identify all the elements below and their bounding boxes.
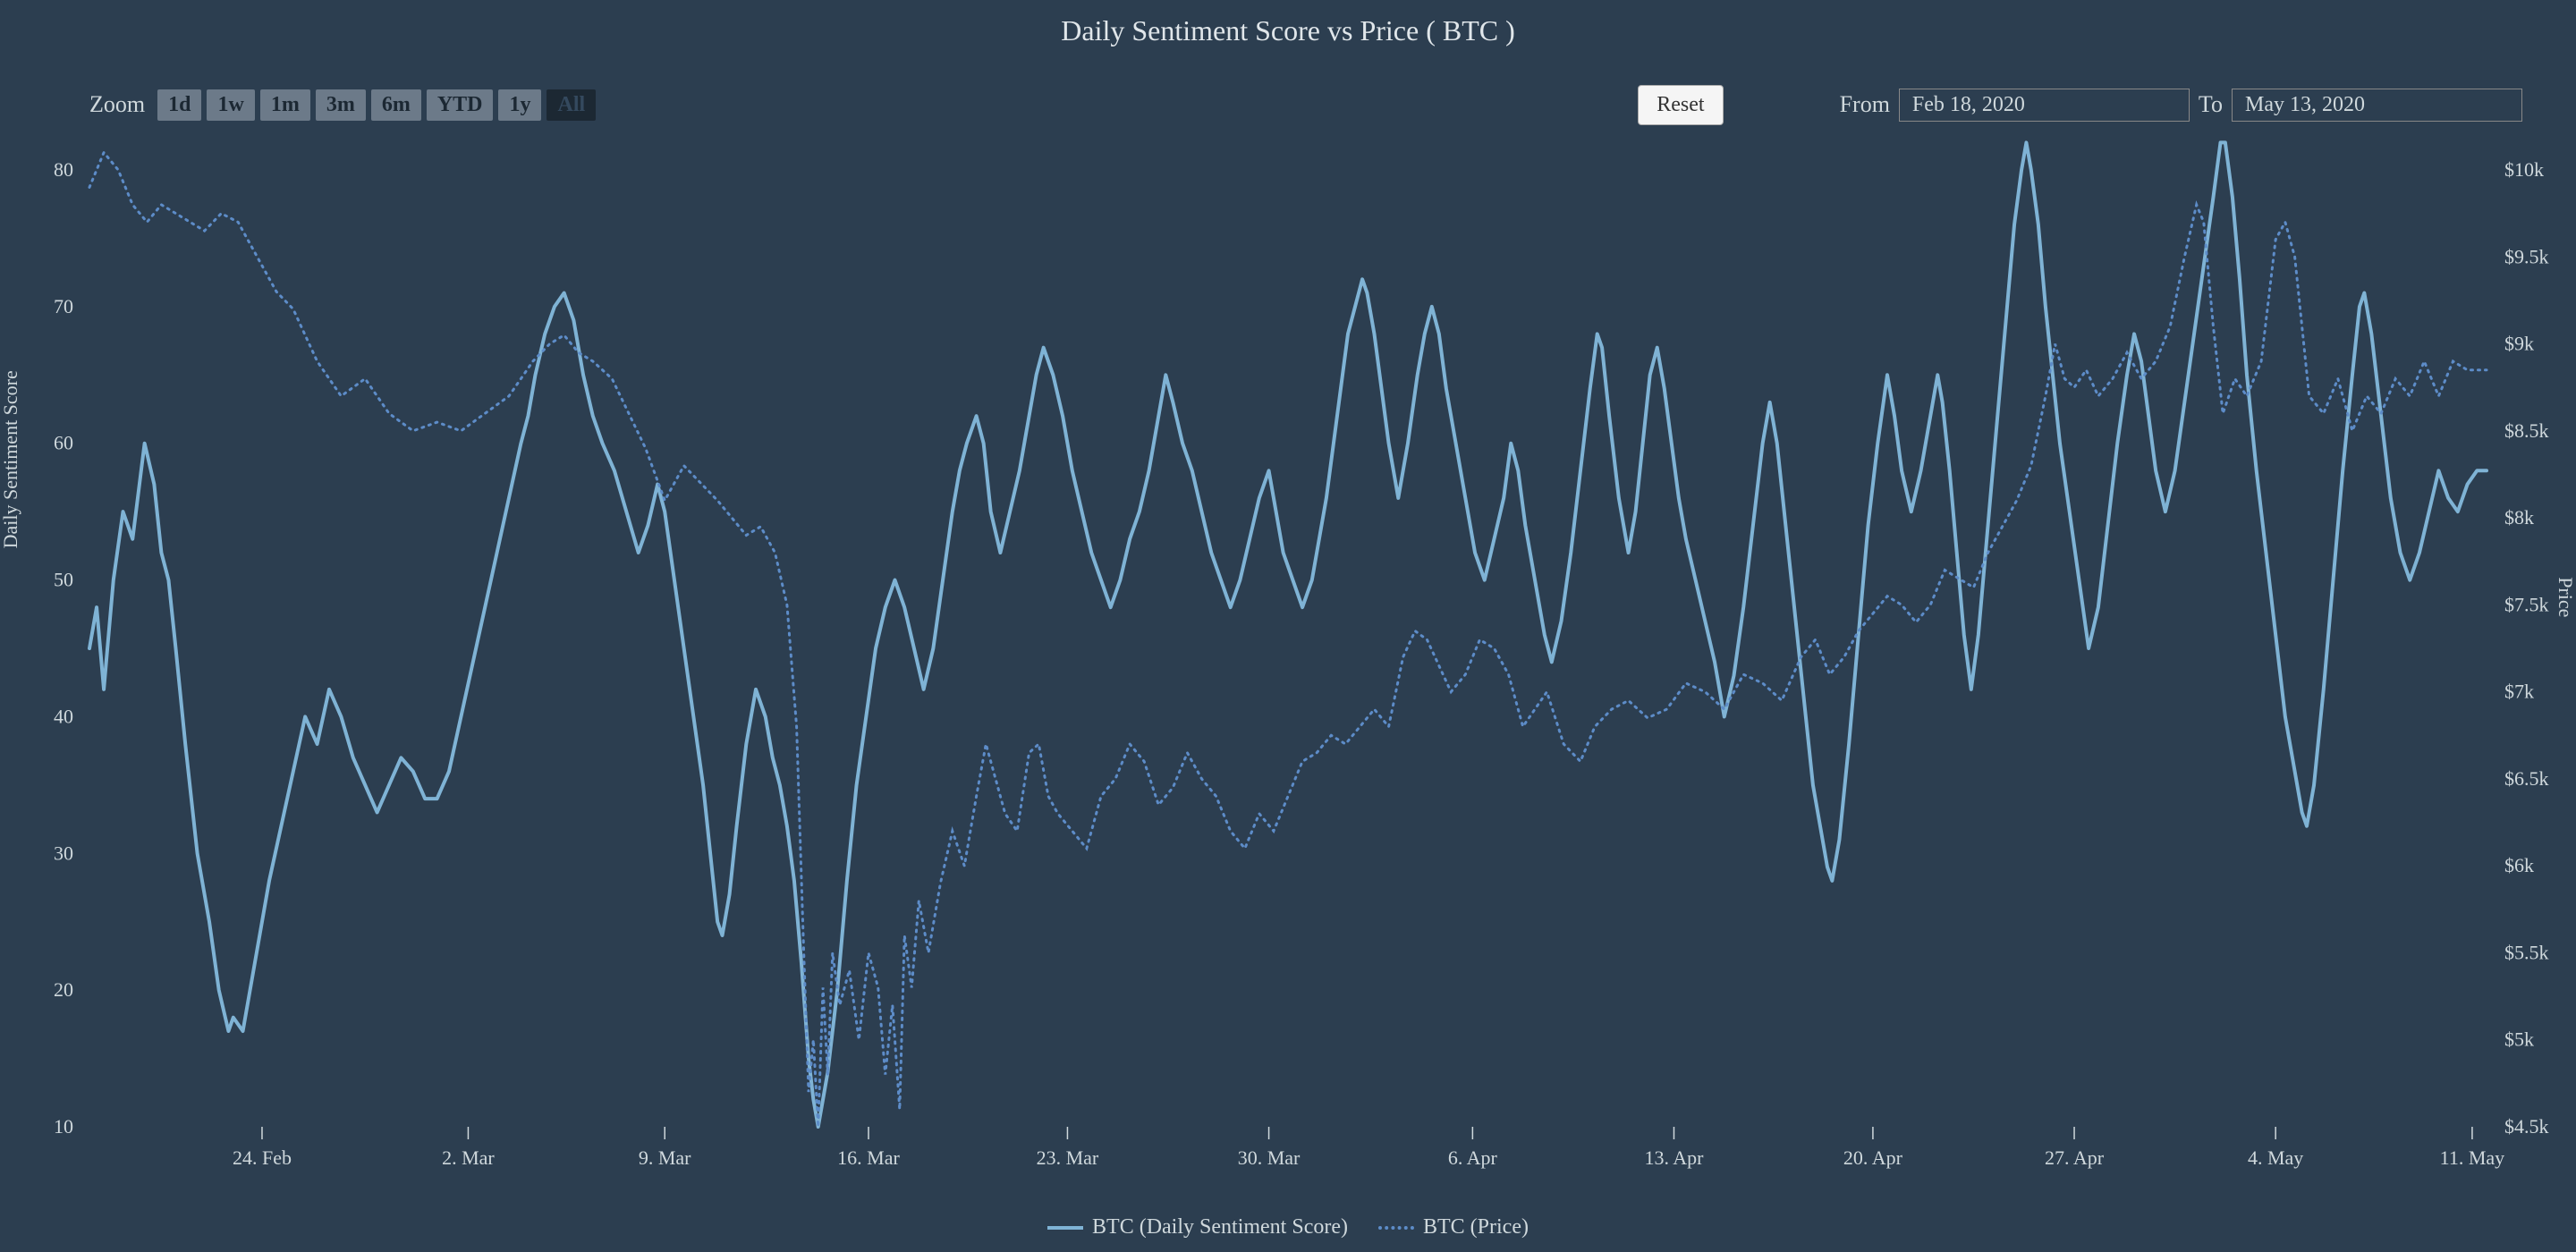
svg-text:$4.5k: $4.5k [2504, 1115, 2549, 1138]
svg-text:$7.5k: $7.5k [2504, 593, 2549, 615]
svg-text:20. Apr: 20. Apr [1843, 1146, 1903, 1169]
svg-text:13. Apr: 13. Apr [1644, 1146, 1704, 1169]
svg-text:$9k: $9k [2504, 333, 2534, 355]
zoom-label: Zoom [89, 91, 145, 118]
svg-text:23. Mar: 23. Mar [1037, 1146, 1099, 1169]
legend-line-icon [1047, 1226, 1083, 1230]
svg-text:$10k: $10k [2504, 158, 2544, 181]
legend-label-sentiment: BTC (Daily Sentiment Score) [1092, 1215, 1348, 1239]
svg-text:4. May: 4. May [2248, 1146, 2303, 1169]
chart-title: Daily Sentiment Score vs Price ( BTC ) [0, 0, 2576, 47]
zoom-button-1y[interactable]: 1y [498, 89, 541, 121]
svg-text:6. Apr: 6. Apr [1448, 1146, 1498, 1169]
legend-label-price: BTC (Price) [1423, 1215, 1529, 1239]
zoom-button-1w[interactable]: 1w [207, 89, 254, 121]
svg-text:$6.5k: $6.5k [2504, 767, 2549, 790]
svg-text:11. May: 11. May [2440, 1146, 2505, 1169]
date-range: From To [1831, 89, 2522, 122]
legend: BTC (Daily Sentiment Score) BTC (Price) [0, 1212, 2576, 1240]
svg-text:$9.5k: $9.5k [2504, 245, 2549, 267]
zoom-button-all[interactable]: All [547, 89, 596, 121]
svg-text:80: 80 [54, 158, 73, 181]
svg-text:50: 50 [54, 569, 73, 591]
svg-text:$8k: $8k [2504, 506, 2534, 529]
legend-item-price[interactable]: BTC (Price) [1378, 1215, 1529, 1239]
chart-svg[interactable]: 1020304050607080$4.5k$5k$5.5k$6k$6.5k$7k… [89, 152, 2487, 1180]
from-date-input[interactable] [1899, 89, 2190, 122]
controls-row: Zoom 1d1w1m3m6mYTD1yAll Reset From To [89, 82, 2522, 127]
to-label: To [2199, 91, 2223, 118]
svg-text:27. Apr: 27. Apr [2045, 1146, 2105, 1169]
reset-button[interactable]: Reset [1638, 85, 1723, 125]
svg-text:40: 40 [54, 705, 73, 727]
legend-line-icon [1378, 1226, 1414, 1230]
svg-text:24. Feb: 24. Feb [233, 1146, 292, 1169]
plot-area: 1020304050607080$4.5k$5k$5.5k$6k$6.5k$7k… [89, 152, 2487, 1180]
svg-text:16. Mar: 16. Mar [837, 1146, 900, 1169]
to-date-input[interactable] [2232, 89, 2522, 122]
svg-text:$6k: $6k [2504, 854, 2534, 876]
svg-text:30: 30 [54, 842, 73, 864]
y-right-axis-label: Price [2554, 577, 2576, 617]
svg-text:$5.5k: $5.5k [2504, 941, 2549, 963]
zoom-button-1m[interactable]: 1m [260, 89, 310, 121]
chart-container: Daily Sentiment Score vs Price ( BTC ) Z… [0, 0, 2576, 1252]
svg-text:60: 60 [54, 432, 73, 454]
zoom-button-3m[interactable]: 3m [316, 89, 366, 121]
svg-text:70: 70 [54, 295, 73, 317]
svg-text:20: 20 [54, 978, 73, 1001]
zoom-button-6m[interactable]: 6m [371, 89, 421, 121]
zoom-button-ytd[interactable]: YTD [427, 89, 494, 121]
from-label: From [1840, 91, 1890, 118]
svg-text:10: 10 [54, 1115, 73, 1138]
legend-item-sentiment[interactable]: BTC (Daily Sentiment Score) [1047, 1215, 1348, 1239]
svg-text:2. Mar: 2. Mar [442, 1146, 495, 1169]
svg-text:9. Mar: 9. Mar [639, 1146, 691, 1169]
zoom-button-group: 1d1w1m3m6mYTD1yAll [157, 89, 601, 121]
svg-text:$8.5k: $8.5k [2504, 419, 2549, 442]
svg-text:$5k: $5k [2504, 1028, 2534, 1051]
svg-text:30. Mar: 30. Mar [1238, 1146, 1301, 1169]
svg-text:$7k: $7k [2504, 681, 2534, 703]
zoom-button-1d[interactable]: 1d [157, 89, 201, 121]
y-left-axis-label: Daily Sentiment Score [0, 370, 22, 548]
